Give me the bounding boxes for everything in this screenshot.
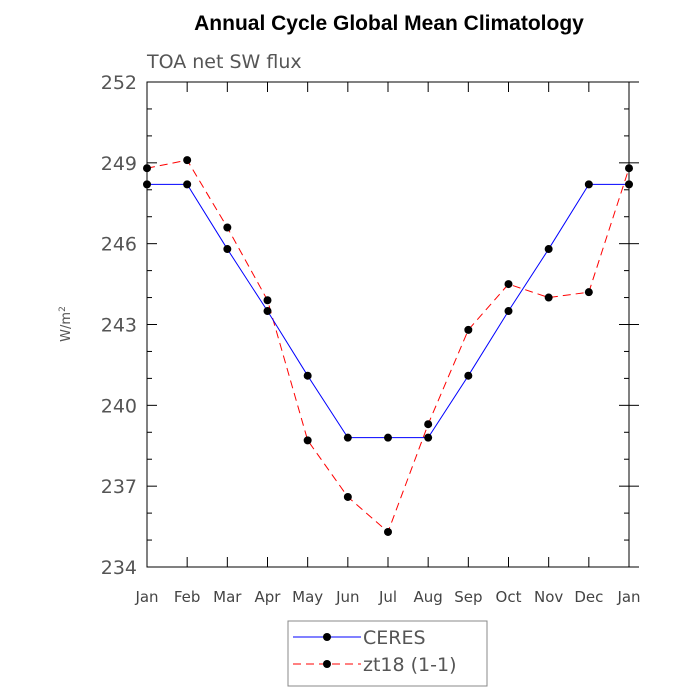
- legend-marker-1: [323, 660, 331, 668]
- data-point-1: [424, 420, 433, 429]
- legend-items: CERES zt18 (1-1): [293, 627, 457, 676]
- y-tick-label: 246: [101, 234, 137, 256]
- x-tick-label: Oct: [496, 588, 522, 606]
- data-point-0: [263, 307, 272, 316]
- x-tick-label: Jan: [134, 588, 158, 606]
- data-point-1: [625, 164, 633, 173]
- y-axis-label: W/m2: [58, 306, 74, 342]
- plot-area: 234 237 240 243 246 249 252 Jan Feb Mar Apr May Jun…: [101, 72, 641, 606]
- x-tick-label: Nov: [534, 588, 563, 606]
- data-point-0: [303, 371, 312, 380]
- legend-label-1: zt18 (1-1): [363, 654, 457, 676]
- series-layer: [143, 156, 633, 536]
- chart-title: Annual Cycle Global Mean Climatology: [194, 12, 584, 35]
- legend-label-0: CERES: [363, 627, 426, 649]
- data-point-1: [223, 223, 232, 232]
- legend-marker-0: [323, 633, 331, 641]
- data-point-1: [303, 436, 312, 445]
- x-tick-label: Sep: [454, 588, 482, 606]
- data-point-0: [584, 180, 593, 189]
- series-line-0: [147, 183, 629, 439]
- data-point-1: [464, 325, 473, 334]
- x-tick-label: May: [292, 588, 323, 606]
- x-tick-label: Aug: [414, 588, 443, 606]
- series-line-1: [146, 159, 630, 533]
- data-point-0: [343, 433, 352, 442]
- y-tick-label: 252: [101, 72, 137, 94]
- x-tick-label: Jun: [335, 588, 359, 606]
- data-point-1: [143, 164, 151, 173]
- x-tick-label: Feb: [174, 588, 201, 606]
- data-point-0: [223, 245, 232, 254]
- y-tick-label: 249: [101, 153, 137, 175]
- x-tick-label: Mar: [213, 588, 242, 606]
- data-point-1: [384, 527, 392, 536]
- data-point-1: [343, 492, 352, 501]
- legend: CERES zt18 (1-1): [287, 620, 488, 687]
- data-point-0: [183, 180, 192, 189]
- y-tick-label: 243: [101, 315, 137, 337]
- data-point-0: [504, 307, 513, 316]
- x-tick-label: Dec: [574, 588, 603, 606]
- y-tick-label: 237: [101, 476, 137, 498]
- legend-box: [287, 620, 488, 687]
- data-point-1: [263, 296, 272, 305]
- chart-subtitle: TOA net SW flux: [146, 51, 302, 73]
- data-point-1: [544, 293, 553, 302]
- plot-frame: [146, 81, 630, 568]
- data-point-1: [584, 288, 593, 297]
- data-point-0: [384, 433, 392, 442]
- data-point-0: [143, 180, 151, 189]
- data-point-1: [504, 280, 513, 289]
- data-point-0: [625, 180, 633, 189]
- data-point-1: [183, 156, 192, 165]
- y-tick-label: 234: [101, 557, 137, 579]
- data-point-0: [464, 371, 473, 380]
- data-point-0: [544, 245, 553, 254]
- x-tick-label: Jan: [616, 588, 640, 606]
- y-tick-label: 240: [101, 395, 137, 417]
- x-axis: Jan Feb Mar Apr May Jun Jul Aug Sep Oct Nov Dec Jan: [134, 82, 641, 606]
- y-axis: 234 237 240 243 246 249 252: [101, 72, 639, 579]
- data-point-0: [424, 433, 433, 442]
- x-tick-label: Apr: [255, 588, 282, 606]
- x-tick-label: Jul: [378, 588, 397, 606]
